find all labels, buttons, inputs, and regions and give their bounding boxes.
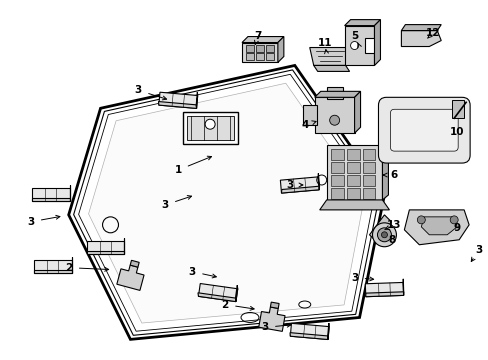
Bar — [362, 188, 375, 199]
Text: 3: 3 — [27, 217, 34, 227]
Bar — [265, 54, 273, 60]
Bar — [326, 145, 382, 200]
Polygon shape — [117, 265, 144, 291]
Text: 5: 5 — [350, 31, 358, 41]
Bar — [242, 42, 277, 62]
Polygon shape — [258, 307, 285, 331]
Bar — [245, 45, 253, 53]
Text: 1: 1 — [174, 165, 182, 175]
Bar — [330, 149, 343, 160]
Text: 10: 10 — [449, 127, 464, 137]
Text: 6: 6 — [390, 170, 397, 180]
Circle shape — [329, 115, 339, 125]
Bar — [346, 162, 359, 173]
Polygon shape — [401, 24, 440, 31]
Polygon shape — [319, 200, 388, 210]
Text: 9: 9 — [453, 223, 460, 233]
Polygon shape — [270, 302, 279, 309]
Polygon shape — [344, 20, 380, 26]
Text: 3: 3 — [285, 180, 293, 190]
Polygon shape — [290, 323, 328, 339]
Polygon shape — [32, 198, 69, 201]
Circle shape — [416, 216, 425, 224]
Polygon shape — [289, 333, 327, 339]
Polygon shape — [88, 83, 364, 323]
Polygon shape — [374, 20, 380, 66]
Bar — [362, 149, 375, 160]
Bar — [346, 175, 359, 186]
Polygon shape — [158, 102, 196, 108]
Polygon shape — [421, 217, 456, 235]
FancyBboxPatch shape — [389, 109, 457, 151]
Circle shape — [350, 41, 358, 50]
Bar — [255, 45, 264, 53]
Polygon shape — [159, 92, 197, 108]
Text: 11: 11 — [317, 37, 331, 48]
Bar — [330, 162, 343, 173]
Text: 3: 3 — [188, 267, 195, 276]
Polygon shape — [198, 293, 236, 302]
Text: 3: 3 — [474, 245, 482, 255]
Polygon shape — [34, 270, 72, 273]
Polygon shape — [382, 139, 387, 200]
Polygon shape — [309, 48, 349, 66]
Polygon shape — [130, 260, 139, 267]
Text: 3: 3 — [135, 85, 142, 95]
Polygon shape — [86, 241, 124, 254]
Polygon shape — [196, 92, 197, 108]
Polygon shape — [281, 186, 319, 193]
Polygon shape — [86, 251, 124, 254]
Text: 2: 2 — [65, 263, 72, 273]
Text: 3: 3 — [162, 200, 168, 210]
Bar — [362, 162, 375, 173]
Bar — [245, 54, 253, 60]
Polygon shape — [314, 91, 360, 97]
Polygon shape — [235, 285, 237, 302]
FancyBboxPatch shape — [378, 97, 469, 163]
Polygon shape — [32, 189, 69, 201]
Bar — [326, 87, 342, 99]
Polygon shape — [34, 260, 72, 273]
Bar — [255, 54, 264, 60]
Text: 13: 13 — [386, 220, 401, 230]
Circle shape — [381, 232, 386, 238]
Bar — [346, 188, 359, 199]
Bar — [314, 97, 354, 133]
Text: 3: 3 — [261, 323, 268, 332]
Polygon shape — [404, 210, 468, 245]
Circle shape — [205, 119, 215, 129]
Text: 7: 7 — [254, 31, 261, 41]
Text: 8: 8 — [388, 235, 395, 245]
Polygon shape — [317, 173, 319, 190]
Bar — [362, 175, 375, 186]
Polygon shape — [365, 283, 403, 297]
Bar — [346, 149, 359, 160]
Polygon shape — [198, 284, 237, 302]
Bar — [265, 45, 273, 53]
Polygon shape — [277, 37, 283, 62]
Text: 3: 3 — [350, 273, 358, 283]
Bar — [183, 112, 238, 144]
Polygon shape — [401, 31, 440, 46]
Bar — [330, 188, 343, 199]
Circle shape — [449, 216, 457, 224]
Circle shape — [377, 228, 390, 242]
Bar — [187, 116, 234, 140]
Text: 12: 12 — [425, 28, 440, 37]
Polygon shape — [344, 26, 374, 66]
Text: 2: 2 — [221, 300, 228, 310]
Polygon shape — [369, 215, 390, 242]
Bar — [302, 105, 316, 125]
Text: 4: 4 — [301, 120, 308, 130]
Polygon shape — [402, 279, 403, 296]
Bar — [451, 100, 463, 118]
Circle shape — [372, 223, 396, 247]
Polygon shape — [242, 37, 283, 42]
Polygon shape — [313, 66, 349, 71]
Bar — [330, 175, 343, 186]
Polygon shape — [365, 292, 403, 297]
Polygon shape — [280, 177, 319, 193]
Polygon shape — [354, 91, 360, 133]
Polygon shape — [327, 323, 328, 339]
